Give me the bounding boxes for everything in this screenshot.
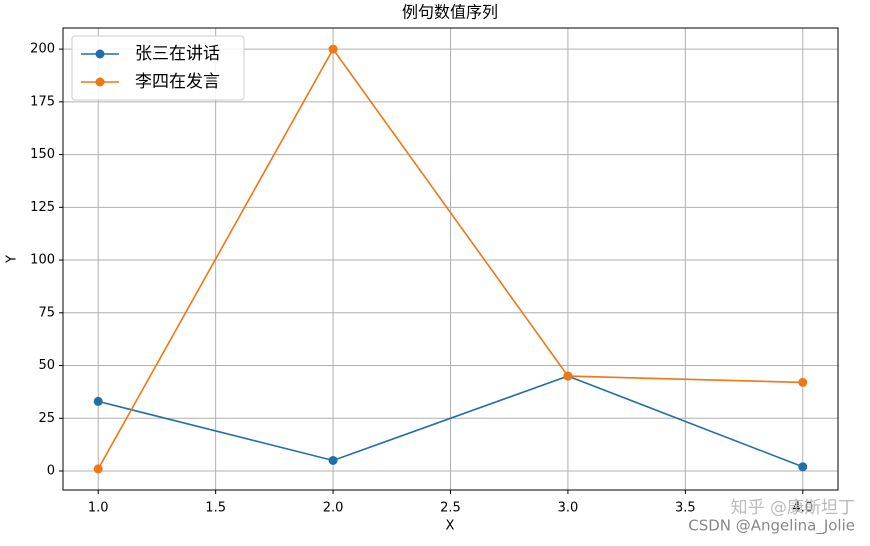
plot-frame xyxy=(62,27,839,491)
y-axis-label: Y xyxy=(5,255,20,264)
y-tick-label: 75 xyxy=(38,305,55,320)
y-tick-label: 125 xyxy=(30,200,55,215)
x-tick-label: 2.0 xyxy=(323,501,344,516)
point xyxy=(798,462,808,472)
y-tick-label: 150 xyxy=(30,147,55,162)
point xyxy=(563,371,573,381)
chart-title: 例句数值序列 xyxy=(402,3,498,22)
x-tick-label: 4.0 xyxy=(792,501,813,516)
y-tick-label: 0 xyxy=(47,464,55,479)
x-tick-label: 1.0 xyxy=(88,501,109,516)
series-line xyxy=(97,47,803,470)
legend-label: 张三在讲话 xyxy=(135,44,220,64)
point xyxy=(328,44,338,54)
watermark: 知乎 @康斯坦丁 xyxy=(731,498,855,518)
point xyxy=(93,464,103,474)
watermark: CSDN @Angelina_Jolie xyxy=(688,517,855,536)
y-tick-label: 175 xyxy=(30,94,55,109)
x-tick-label: 2.5 xyxy=(440,501,461,516)
y-tick-label: 25 xyxy=(38,411,55,426)
point xyxy=(328,455,338,465)
series-line xyxy=(98,375,804,468)
y-tick-label: 200 xyxy=(30,42,55,57)
point xyxy=(798,377,808,387)
legend-marker xyxy=(95,49,105,59)
x-tick-label: 3.5 xyxy=(675,501,696,516)
y-tick-label: 50 xyxy=(38,358,55,373)
y-tick-label: 100 xyxy=(30,253,55,268)
legend-marker xyxy=(95,77,105,87)
legend-box xyxy=(71,35,245,101)
x-tick-label: 3.0 xyxy=(558,501,579,516)
x-tick-label: 1.5 xyxy=(205,501,226,516)
x-axis-label: X xyxy=(446,519,455,534)
legend-label: 李四在发言 xyxy=(135,72,220,92)
point xyxy=(93,396,103,406)
